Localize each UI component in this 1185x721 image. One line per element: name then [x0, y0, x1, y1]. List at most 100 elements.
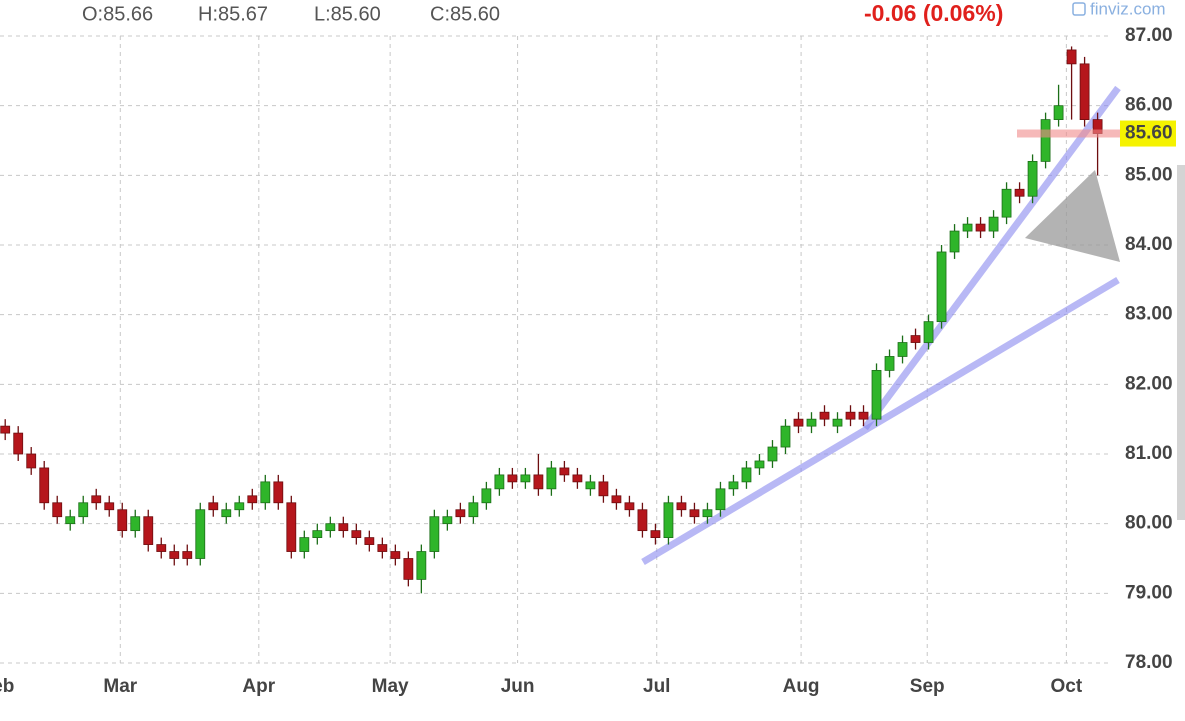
brand-icon	[1072, 2, 1086, 16]
candle-body	[676, 502, 687, 511]
last-price-box	[1120, 120, 1180, 147]
candle-body	[247, 495, 258, 504]
candle-body	[481, 488, 492, 504]
candle-body	[533, 474, 544, 490]
close-label: C:85.60	[430, 3, 500, 25]
candle-body	[377, 544, 388, 552]
x-tick-label: Feb	[0, 676, 14, 697]
y-tick-label: 84.00	[1125, 234, 1173, 255]
candle-body	[598, 481, 609, 497]
candle-body	[936, 251, 947, 323]
candle-body	[26, 453, 37, 469]
trend-line	[641, 276, 1120, 566]
candle-body	[858, 411, 869, 420]
candle-body	[208, 502, 219, 511]
candle-body	[104, 502, 115, 511]
high-label: H:85.67	[198, 3, 268, 25]
candle-body	[585, 481, 596, 490]
last-price-label: 85.60	[1125, 123, 1173, 144]
x-tick-label: Jun	[501, 676, 535, 697]
candle-body	[312, 530, 323, 539]
candle-body	[793, 418, 804, 427]
x-tick-label: Jul	[643, 676, 670, 697]
candle-body	[572, 474, 583, 483]
candle-body	[182, 551, 193, 559]
candle-body	[975, 223, 986, 232]
candle-body	[260, 481, 271, 504]
candle-body	[364, 537, 375, 545]
y-tick-label: 80.00	[1125, 513, 1173, 534]
y-tick-label: 85.00	[1125, 164, 1173, 185]
x-tick-label: Oct	[1051, 676, 1083, 697]
candle-body	[832, 418, 843, 427]
candle-body	[1014, 188, 1025, 197]
candle-body	[78, 502, 89, 518]
y-tick-label: 79.00	[1125, 582, 1173, 603]
open-label: O:85.66	[82, 3, 153, 25]
scrollbar-thumb[interactable]	[1177, 165, 1185, 520]
candle-body	[234, 502, 245, 511]
candle-body	[0, 425, 11, 434]
brand: finviz.com	[1090, 0, 1166, 18]
x-tick-label: Sep	[910, 676, 945, 697]
candle-body	[156, 544, 167, 552]
candle-body	[650, 530, 661, 539]
trend-line	[862, 85, 1121, 431]
grid	[0, 35, 1108, 664]
candle-body	[130, 516, 141, 532]
candle-body	[988, 216, 999, 232]
candle-body	[871, 369, 882, 420]
candle-body	[559, 467, 570, 476]
candle-body	[923, 321, 934, 343]
candle-body	[637, 509, 648, 532]
candle-body	[884, 356, 895, 371]
candle-body	[403, 558, 414, 580]
candle-body	[728, 481, 739, 490]
y-tick-label: 86.00	[1125, 95, 1173, 116]
candle-body	[429, 516, 440, 552]
y-tick-label: 83.00	[1125, 304, 1173, 325]
plot	[0, 46, 1120, 594]
candle-body	[819, 411, 830, 420]
candle-body	[442, 516, 453, 525]
candle-body	[806, 418, 817, 427]
candle-body	[221, 509, 232, 518]
candle-body	[845, 411, 856, 420]
candle-body	[1079, 63, 1090, 120]
y-tick-label: 87.00	[1125, 25, 1173, 46]
candle-body	[1066, 49, 1077, 65]
candle-body	[754, 460, 765, 469]
candle-body	[702, 509, 713, 518]
candle-body	[1001, 188, 1012, 218]
candle-body	[338, 523, 349, 532]
candle-body	[39, 467, 50, 504]
candle-body	[949, 230, 960, 253]
x-tick-label: Mar	[103, 676, 137, 697]
candle-body	[624, 502, 635, 511]
candle-body	[299, 537, 310, 552]
candle-body	[780, 425, 791, 448]
y-tick-label: 78.00	[1125, 652, 1173, 673]
candle-body	[494, 474, 505, 490]
candle-body	[52, 502, 63, 518]
candle-body	[689, 509, 700, 518]
candle-body	[767, 446, 778, 462]
annotations	[641, 85, 1121, 566]
x-tick-label: May	[372, 676, 409, 697]
candle-body	[663, 502, 674, 538]
low-label: L:85.60	[314, 3, 381, 25]
candle-body	[910, 335, 921, 343]
candle-body	[507, 474, 518, 483]
candle-body	[520, 474, 531, 483]
candle-body	[351, 530, 362, 539]
arrow-triangle	[1025, 170, 1120, 262]
candle-body	[416, 551, 427, 580]
candle-body	[468, 502, 479, 518]
candle-body	[286, 502, 297, 552]
candle-body	[1053, 105, 1064, 120]
candle-body	[91, 495, 102, 504]
candle-body	[195, 509, 206, 559]
candle-body	[325, 523, 336, 532]
candle-body	[143, 516, 154, 545]
